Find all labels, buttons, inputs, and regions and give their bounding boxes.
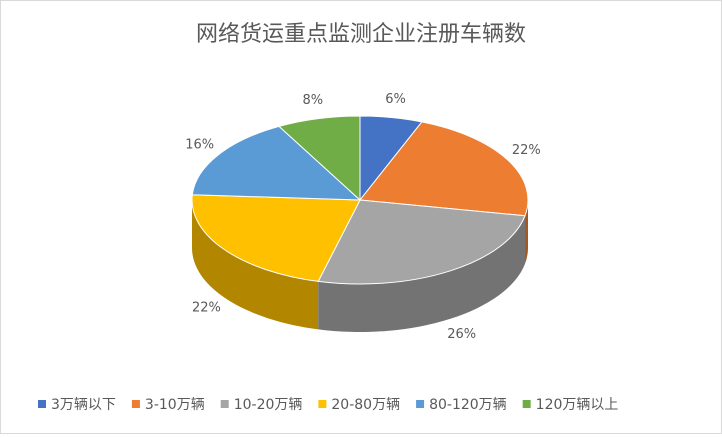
data-label: 22% (192, 301, 221, 316)
legend-label: 20-80万辆 (331, 397, 400, 413)
slice-side (525, 200, 528, 264)
slice (317, 199, 526, 285)
legend-label: 3万辆以下 (51, 397, 116, 413)
chart-title: 网络货运重点监测企业注册车辆数 (196, 22, 526, 47)
slice (359, 121, 529, 217)
legend-swatch (318, 400, 327, 408)
legend-swatch (38, 400, 46, 408)
data-label: 26% (447, 327, 476, 342)
slice-side (191, 200, 319, 330)
legend-label: 3-10万辆 (145, 397, 205, 413)
slice (191, 125, 362, 201)
legend-label: 120万辆以上 (536, 397, 619, 413)
slice-side (318, 215, 526, 332)
legend-swatch (522, 400, 531, 408)
legend-swatch (416, 400, 425, 408)
slice (278, 115, 361, 202)
data-label: 8% (302, 93, 323, 108)
legend-label: 10-20万辆 (234, 397, 303, 413)
legend: 3万辆以下 3-10万辆 10-20万辆 20-80万辆 80-120万辆 120万辆以上 (38, 397, 618, 413)
legend-swatch (220, 400, 229, 408)
data-label: 22% (512, 143, 541, 158)
data-label: 16% (185, 138, 214, 153)
data-label: 6% (385, 92, 406, 107)
slice (191, 194, 361, 282)
legend-swatch (131, 400, 140, 408)
legend-label: 80-120万辆 (429, 397, 507, 413)
